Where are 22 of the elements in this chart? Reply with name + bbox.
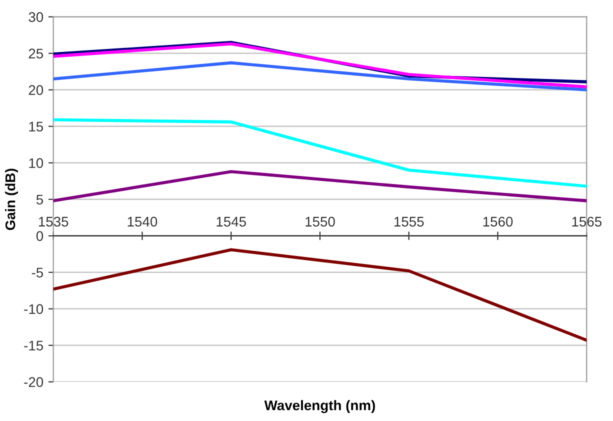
y-tick-label: 30 xyxy=(28,12,44,22)
y-axis-title: Gain (dB) xyxy=(5,168,18,230)
x-tick-label: 1560 xyxy=(483,216,513,227)
x-tick-label: 1535 xyxy=(38,216,68,227)
x-tick-label: 1540 xyxy=(128,216,158,227)
y-tick-label: 5 xyxy=(36,194,44,205)
y-tick-label: -15 xyxy=(24,340,44,351)
line-series xyxy=(53,118,587,188)
x-tick-label: 1550 xyxy=(306,216,335,227)
y-tick-label: 20 xyxy=(28,85,44,96)
x-tick-label: 1555 xyxy=(394,216,424,227)
y-tick-label: -10 xyxy=(24,304,44,314)
y-tick-label: 0 xyxy=(36,231,44,242)
line-series xyxy=(53,248,587,342)
x-axis-title: Wavelength (nm) xyxy=(264,400,375,414)
y-tick-label: 15 xyxy=(29,122,44,132)
x-tick-label: 1545 xyxy=(216,216,246,227)
y-tick-label: 25 xyxy=(28,48,44,59)
y-tick-label: -5 xyxy=(32,268,44,278)
x-tick-label: 1565 xyxy=(572,216,602,227)
y-tick-label: -20 xyxy=(24,377,44,388)
y-tick-label: 10 xyxy=(29,158,44,168)
